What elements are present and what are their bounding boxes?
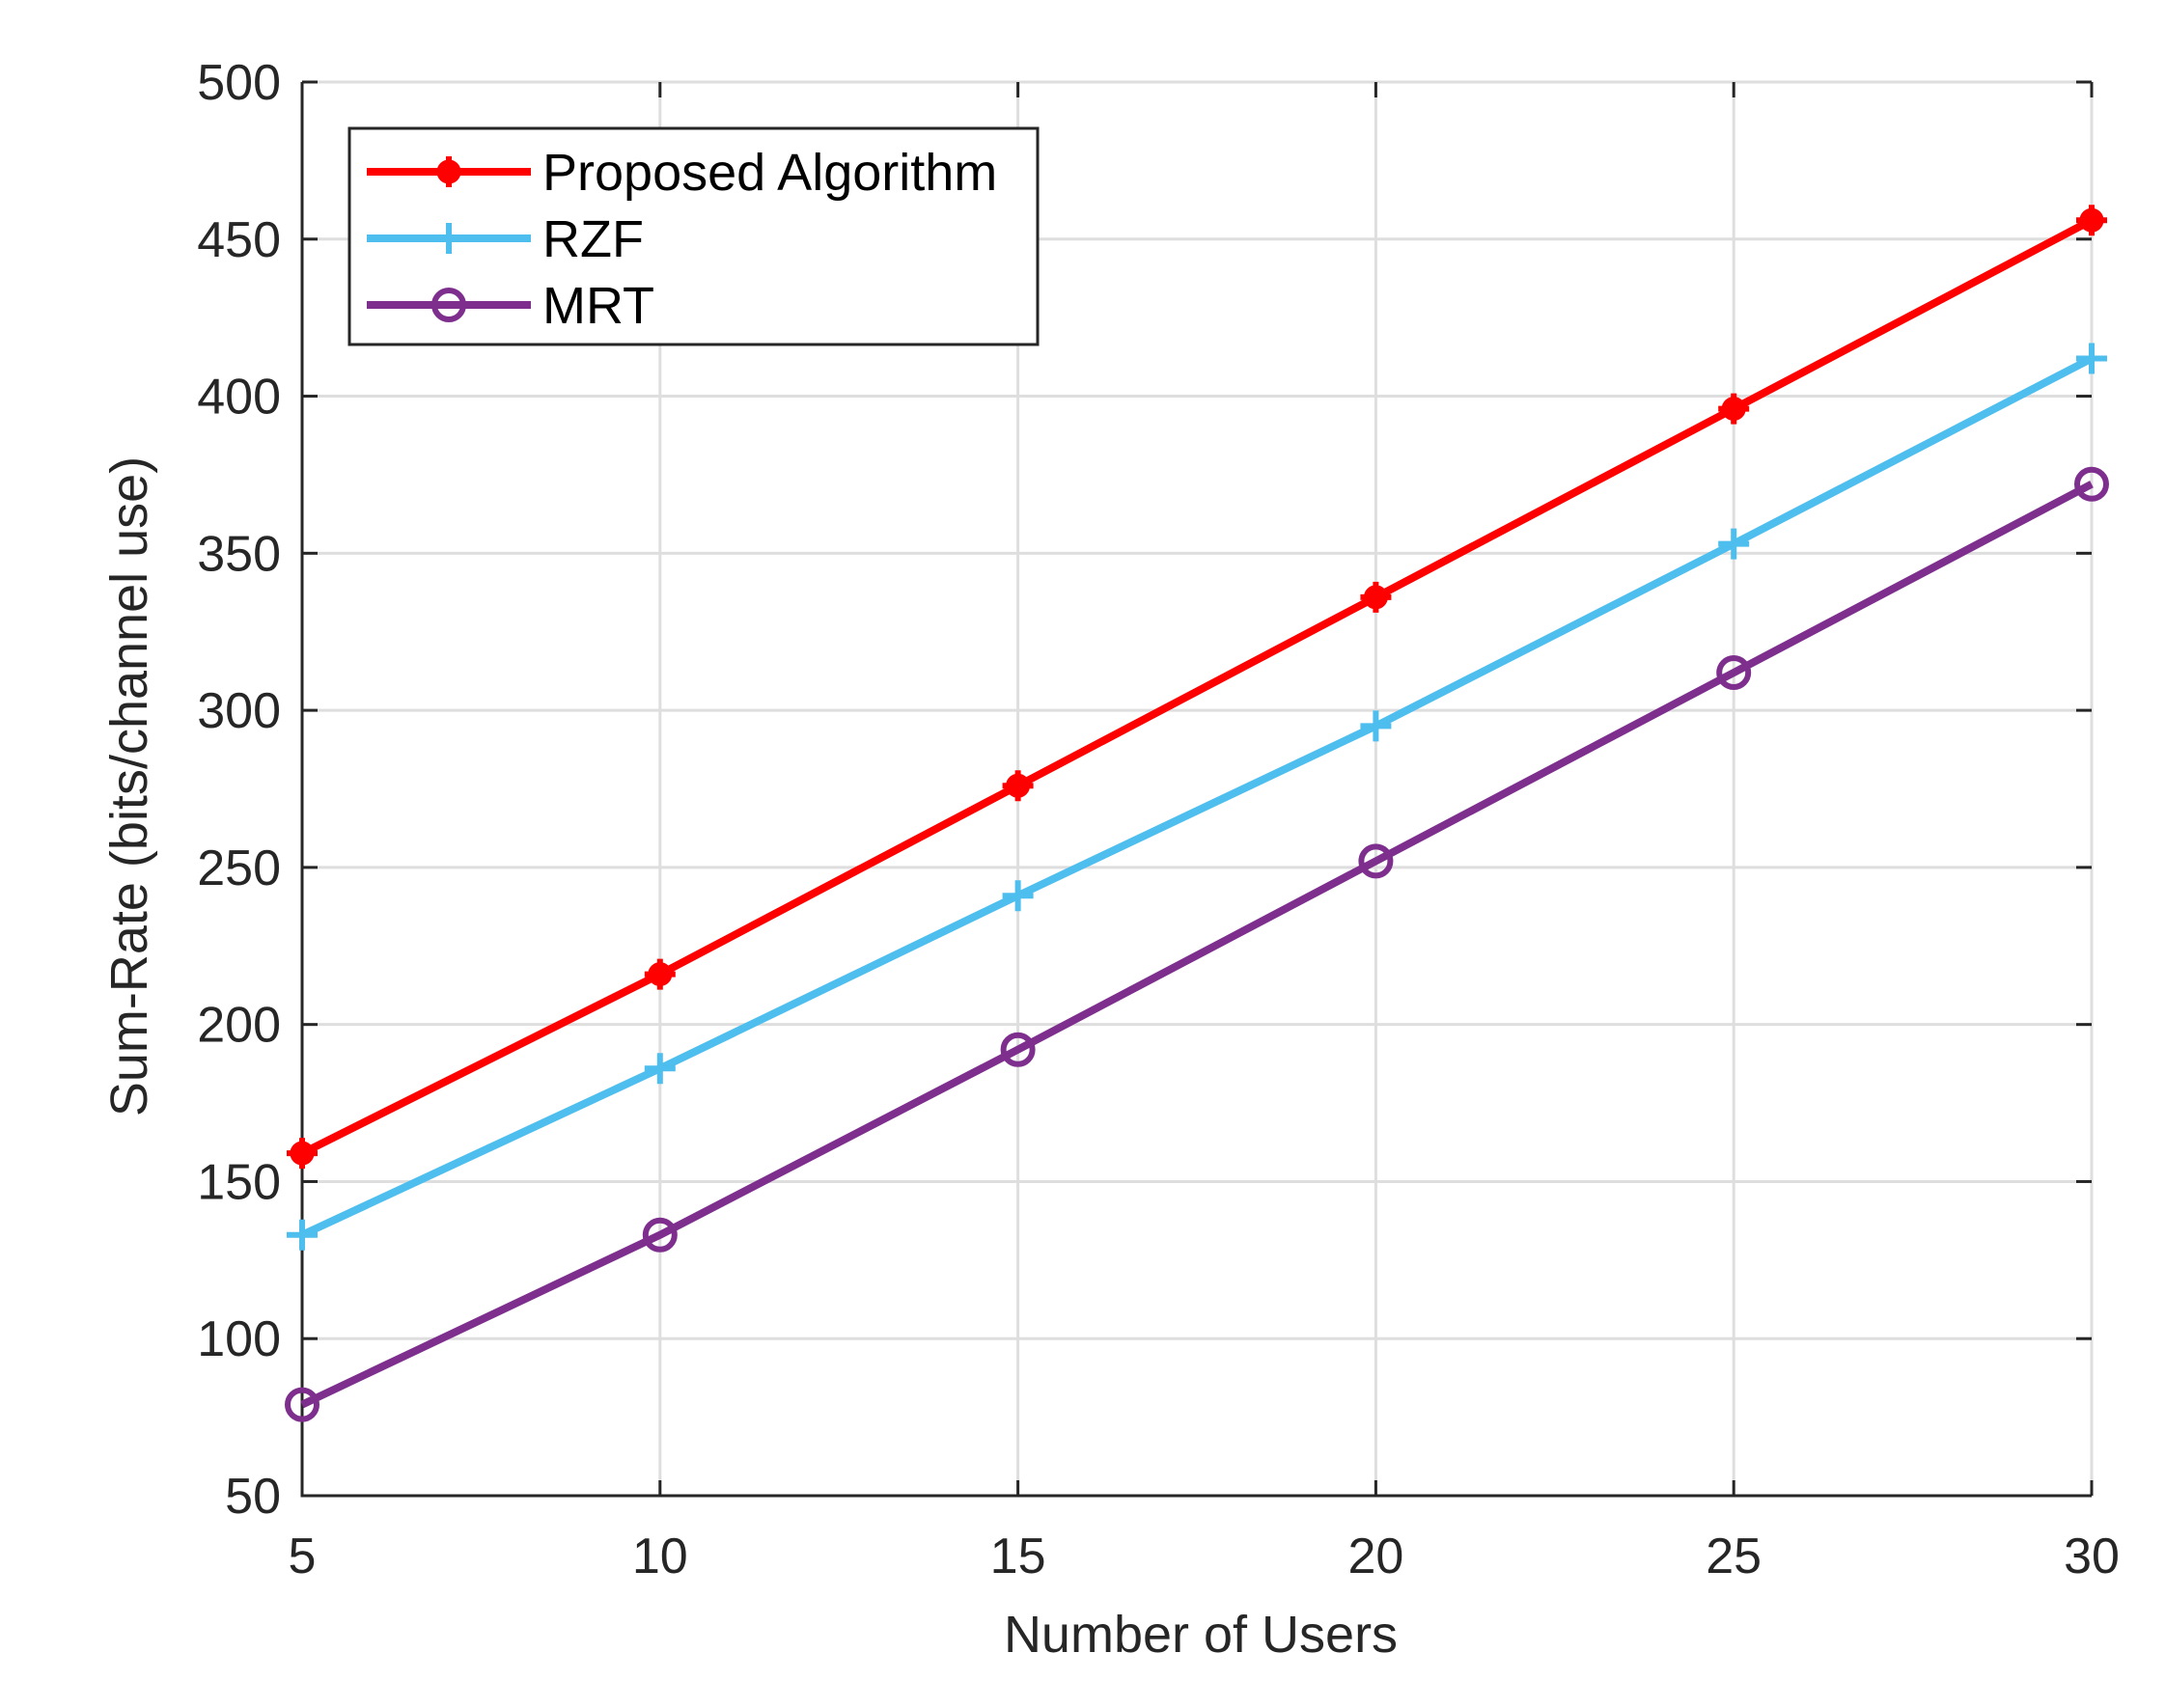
data-point-rzf [2076,343,2107,374]
legend-label: Proposed Algorithm [542,144,997,202]
x-tick-label: 30 [2064,1529,2120,1584]
y-tick-label: 450 [197,212,281,268]
data-point-proposed-algorithm [1002,770,1034,802]
data-point-rzf [1718,528,1750,560]
data-point-mrt [2074,466,2109,502]
x-tick-label: 10 [632,1529,688,1584]
x-axis-label: Number of Users [1004,1606,1398,1664]
x-tick-label: 15 [990,1529,1046,1584]
legend-item-proposed-algorithm: Proposed Algorithm [367,144,997,202]
y-tick-label: 300 [197,683,281,739]
y-tick-label: 100 [197,1311,281,1367]
x-tick-label: 25 [1706,1529,1762,1584]
series-group [285,205,2109,1422]
data-point-mrt [1000,1032,1036,1067]
legend: Proposed Algorithm RZF MRT [347,126,1040,346]
series-line-mrt [300,481,2094,1409]
x-tick-label: 5 [289,1529,317,1584]
data-point-proposed-algorithm [2076,205,2107,236]
series-line-rzf [300,354,2094,1239]
data-point-mrt [1716,655,1752,691]
data-point-proposed-algorithm [287,1138,318,1170]
data-point-proposed-algorithm [1718,393,1750,425]
y-tick-label: 150 [197,1154,281,1210]
series-mrt [285,466,2109,1422]
y-tick-label: 200 [197,998,281,1054]
data-point-mrt [642,1217,678,1253]
data-point-rzf [287,1219,318,1251]
data-point-proposed-algorithm [644,958,676,990]
grid [300,80,2094,1498]
y-tick-label: 350 [197,526,281,582]
legend-marker [433,156,464,187]
legend-label: MRT [542,277,654,335]
data-point-mrt [1358,843,1394,879]
series-rzf [287,343,2107,1251]
tick-labels: 5 10 15 20 25 30 50 100 150 200 250 300 350 400 450 500 [197,55,2120,1584]
series-line-proposed-algorithm [300,216,2094,1157]
data-point-rzf [1360,710,1392,742]
data-point-proposed-algorithm [1360,581,1392,613]
legend-marker [433,223,464,254]
y-tick-label: 250 [197,840,281,896]
axes [300,80,2094,1498]
data-point-rzf [644,1053,676,1085]
y-tick-label: 400 [197,370,281,426]
series-proposed-algorithm [287,205,2107,1170]
legend-marker [431,288,466,322]
y-tick-label: 50 [225,1469,281,1525]
y-tick-label: 500 [197,55,281,111]
data-point-mrt [285,1387,319,1422]
y-axis-label: Sum-Rate (bits/channel use) [100,456,158,1116]
legend-item-rzf: RZF [367,210,644,268]
legend-item-mrt: MRT [367,277,654,335]
x-tick-label: 20 [1347,1529,1403,1584]
legend-label: RZF [542,210,644,268]
data-point-rzf [1002,880,1034,912]
